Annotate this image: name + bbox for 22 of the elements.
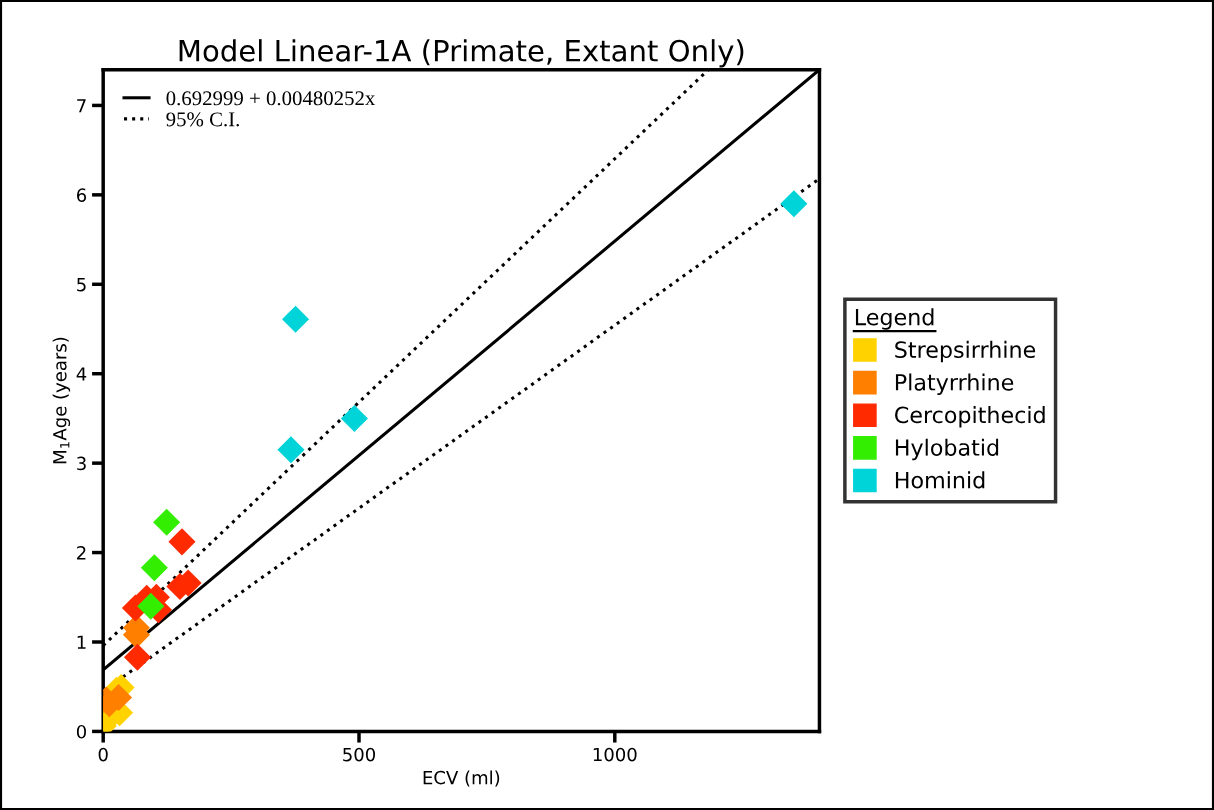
y-tick-label: 2 <box>77 546 86 560</box>
chart-title: Model Linear-1A (Primate, Extant Only) <box>179 39 744 68</box>
legend-label: Cercopithecid <box>895 406 1045 428</box>
y-axis-title: M$_{1}$Age (years) <box>52 337 71 464</box>
y-tick-label: 3 <box>77 456 86 471</box>
legend-label: 95% C.I. <box>166 112 239 127</box>
x-tick-label: 0 <box>98 747 108 762</box>
legend-label: Hominid <box>895 471 985 489</box>
legend-title: Legend <box>855 308 934 330</box>
x-axis-title: ECV (ml) <box>423 770 500 787</box>
x-tick-label: 500 <box>343 747 376 762</box>
y-tick-label: 5 <box>77 277 86 292</box>
legend-label: Strepsirrhine <box>895 340 1036 363</box>
x-tick-label: 1000 <box>593 747 637 762</box>
y-tick-label: 4 <box>76 367 87 381</box>
legend-label: Platyrrhine <box>895 373 1014 395</box>
y-tick-label: 0 <box>76 724 87 739</box>
legend-label: Hylobatid <box>895 438 999 461</box>
legend-label: 0.692999 + 0.00480252x <box>166 91 376 106</box>
y-tick-label: 6 <box>76 188 87 202</box>
y-tick-label: 7 <box>77 99 86 113</box>
y-tick-label: 1 <box>77 635 86 649</box>
